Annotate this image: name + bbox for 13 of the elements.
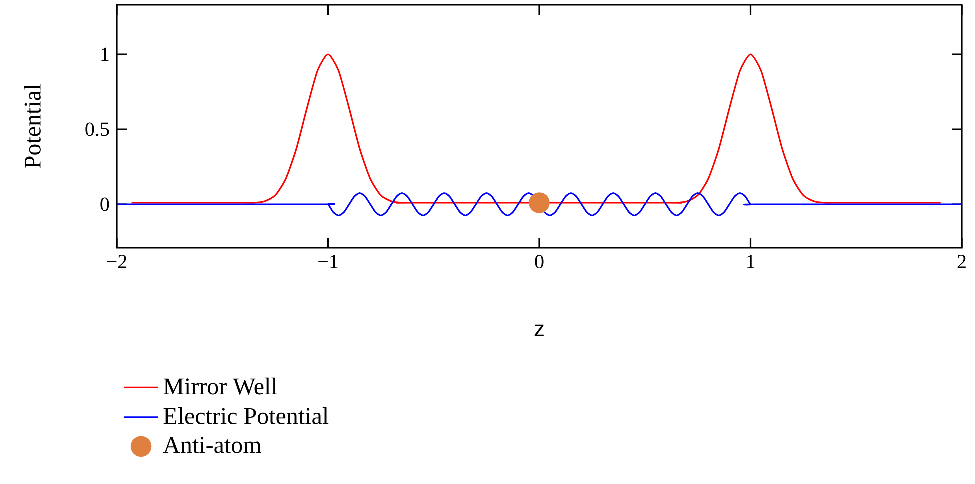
x-tick-label: 1 [748, 255, 755, 268]
y-tick-label: 1 [102, 48, 109, 62]
y-tick-label: 0 [100, 198, 110, 212]
y-tick-label: 0.5 [86, 122, 110, 136]
x-tick-label: −2 [107, 255, 127, 268]
x-axis-title: z [534, 324, 544, 336]
legend-label: Mirror Well [164, 378, 278, 395]
x-tick-label: −1 [318, 255, 338, 268]
legend-label: Anti-atom [163, 437, 262, 454]
y-axis-title: Potential [24, 84, 41, 168]
x-tick-label: 0 [535, 255, 544, 269]
legend-label: Electric Potential [164, 408, 329, 424]
x-tick-label: 2 [958, 255, 966, 268]
